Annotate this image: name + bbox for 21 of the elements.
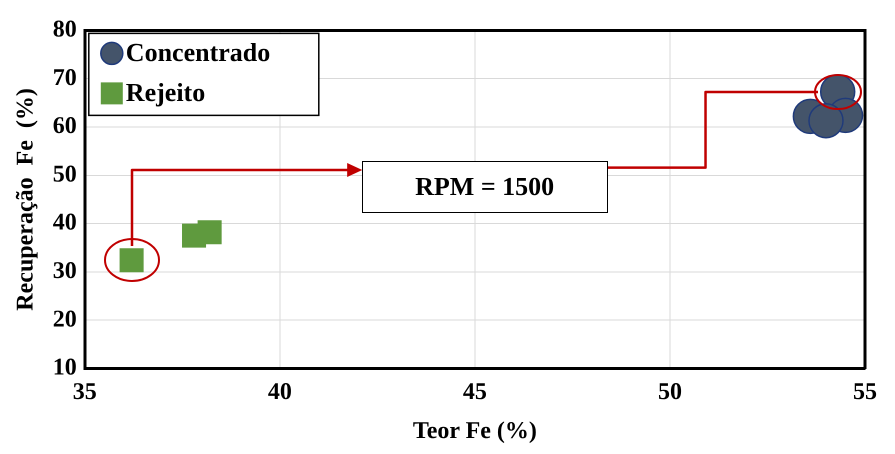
annotation: RPM = 1500 <box>415 172 554 202</box>
x-tick-label: 50 <box>658 379 682 406</box>
x-tick-label: 35 <box>72 379 97 406</box>
y-tick-label: 20 <box>52 306 77 332</box>
y-tick-label: 80 <box>52 16 77 43</box>
x-tick-label: 40 <box>268 379 292 406</box>
y-tick-label: 60 <box>52 113 77 140</box>
x-tick-label: 45 <box>462 379 487 406</box>
y-tick-label: 50 <box>52 161 77 188</box>
y-tick-label: 10 <box>52 354 77 381</box>
y-tick-label: 40 <box>52 210 77 236</box>
y-axis-title: Recuperação Fe (%) <box>12 88 39 311</box>
point <box>198 220 222 244</box>
legend-label: Concentrado <box>126 38 270 68</box>
x-axis-title: Teor Fe (%) <box>412 418 537 444</box>
x-tick-label: 55 <box>853 379 877 406</box>
legend-label: Rejeito <box>126 78 206 108</box>
y-tick-label: 70 <box>52 64 77 91</box>
y-tick-label: 30 <box>52 258 77 284</box>
point <box>808 102 844 138</box>
note-box: RPM = 1500 <box>362 160 608 213</box>
